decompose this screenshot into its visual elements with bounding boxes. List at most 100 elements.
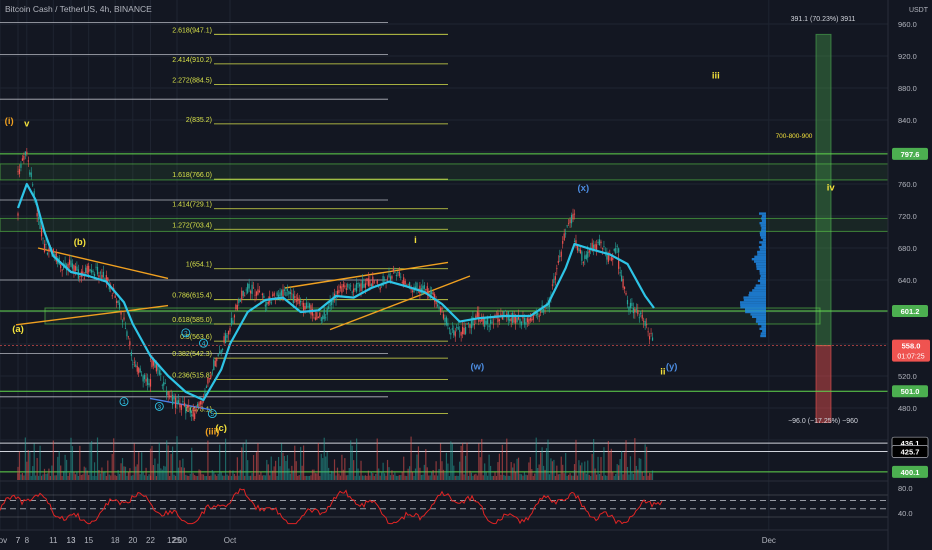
volume-bar [463, 474, 465, 480]
candle-body [425, 289, 427, 291]
volume-bar [227, 475, 230, 480]
volume-bar [60, 465, 62, 480]
volume-profile-bar [754, 255, 766, 258]
volume-bar [394, 472, 396, 480]
volume-bar [114, 475, 116, 480]
candle-body [116, 301, 118, 303]
candle-body [217, 354, 219, 357]
volume-bar [357, 468, 359, 480]
volume-bar [444, 472, 446, 480]
volume-bar [610, 448, 612, 480]
candle-body [188, 405, 190, 408]
candle-body [247, 283, 249, 293]
candle-body [576, 244, 579, 251]
volume-bar [288, 468, 290, 480]
volume-bar [562, 464, 564, 480]
volume-bar [557, 474, 559, 480]
volume-profile-bar [761, 219, 766, 222]
candle-body [526, 318, 528, 323]
price-axis-tick: 720.0 [898, 212, 917, 221]
volume-bar [498, 453, 501, 480]
volume-bar [77, 475, 79, 480]
candle-body [423, 285, 425, 289]
volume-bar [254, 475, 256, 480]
candle-body [503, 311, 505, 318]
volume-bar [650, 473, 652, 480]
candle-body [192, 407, 194, 417]
price-axis-tick: 760.0 [898, 180, 917, 189]
candle-body [489, 319, 492, 324]
price-tag [892, 305, 928, 318]
volume-bar [591, 454, 593, 480]
volume-bar [89, 442, 91, 480]
candle-body [199, 401, 202, 405]
volume-bar [369, 475, 371, 480]
candle-body [204, 390, 206, 396]
volume-bar [470, 472, 473, 480]
volume-bar [247, 460, 249, 480]
candle-body [230, 317, 233, 326]
volume-bar [148, 474, 150, 480]
volume-bar [366, 475, 368, 480]
volume-bar [595, 474, 598, 480]
candle-body [27, 160, 29, 162]
volume-bar [163, 465, 165, 480]
candle-body [622, 278, 624, 288]
candle-body [148, 383, 150, 386]
candle-body [289, 292, 291, 294]
volume-bar [298, 475, 300, 480]
price-axis-currency: USDT [909, 7, 929, 14]
candle-body [213, 359, 215, 371]
price-axis-tick: 920.0 [898, 52, 917, 61]
volume-bar [351, 445, 353, 480]
volume-bar [441, 461, 443, 480]
volume-bar [169, 475, 171, 480]
price-tag [892, 465, 928, 478]
volume-bar [52, 440, 54, 480]
candle-body [170, 395, 172, 398]
candle-body [313, 317, 315, 319]
volume-bar [347, 475, 349, 480]
volume-bar [167, 445, 169, 480]
candle-body [466, 323, 468, 325]
candle-body [194, 413, 196, 420]
volume-bar [472, 475, 474, 480]
candle-body [160, 373, 162, 376]
candle-body [610, 257, 612, 261]
volume-bar [328, 467, 330, 480]
candle-body [127, 336, 130, 338]
volume-bar [381, 472, 383, 480]
candle-body [154, 361, 156, 368]
price-tag [892, 385, 928, 398]
candle-body [71, 263, 74, 269]
oscillator-pane [0, 480, 932, 525]
price-tag-label: 400.1 [901, 468, 920, 477]
volume-bar [428, 475, 430, 480]
volume-bar [102, 472, 104, 480]
volume-bar [305, 475, 308, 480]
volume-profile-bar [740, 303, 766, 306]
volume-bar [613, 475, 615, 480]
candle-body [453, 330, 455, 336]
volume-bar [272, 470, 274, 480]
candle-body [532, 314, 534, 320]
candle-body [565, 233, 567, 235]
candle-body [294, 296, 296, 299]
trendline-wedge-upper [284, 261, 449, 289]
candle-body [74, 266, 77, 271]
volume-profile-bar [757, 253, 766, 256]
volume-bar [141, 452, 143, 480]
volume-profile-bar [759, 222, 766, 225]
candle-body [151, 360, 153, 368]
volume-bar [297, 475, 299, 480]
volume-bar [76, 471, 78, 480]
volume-bar [523, 472, 526, 480]
candle-body [205, 386, 208, 388]
volume-profile-bar [759, 270, 766, 273]
candle-body [124, 328, 127, 329]
candle-body [469, 324, 471, 328]
candle-body [370, 284, 372, 287]
candle-body [245, 289, 247, 291]
volume-bar [573, 470, 576, 480]
